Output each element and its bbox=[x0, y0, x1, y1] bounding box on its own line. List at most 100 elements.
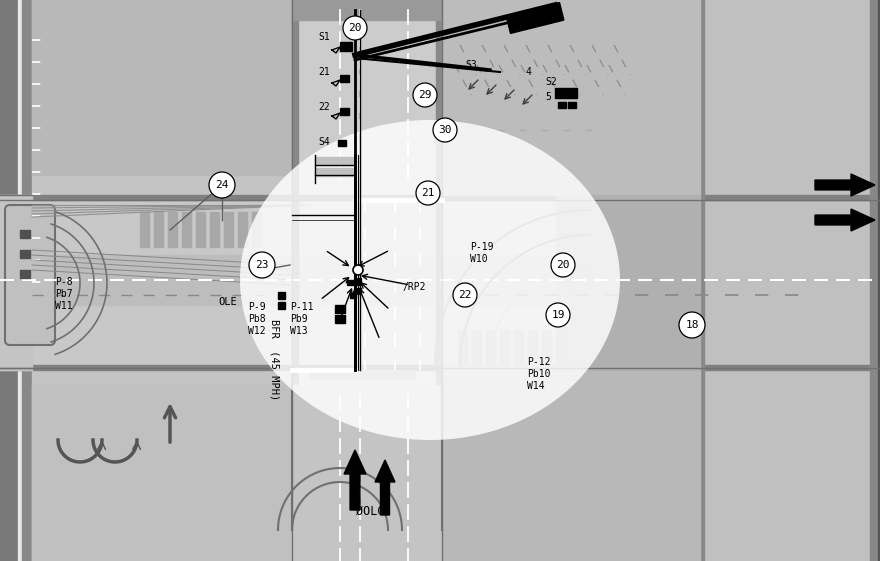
Bar bbox=[32, 385, 292, 561]
Text: Pb10: Pb10 bbox=[527, 369, 551, 379]
Text: 23: 23 bbox=[255, 260, 268, 270]
Bar bbox=[210, 212, 219, 247]
Text: S3: S3 bbox=[465, 60, 477, 70]
Polygon shape bbox=[815, 209, 875, 231]
Text: 20: 20 bbox=[556, 260, 569, 270]
Circle shape bbox=[413, 83, 437, 107]
Bar bbox=[278, 302, 285, 309]
Circle shape bbox=[551, 253, 575, 277]
Bar bbox=[140, 212, 149, 247]
Bar bbox=[350, 293, 356, 298]
Bar bbox=[315, 157, 355, 165]
Bar bbox=[556, 330, 565, 365]
Circle shape bbox=[209, 172, 235, 198]
Text: P-9: P-9 bbox=[248, 302, 266, 312]
Bar bbox=[352, 370, 387, 379]
Bar bbox=[32, 0, 292, 175]
Text: W14: W14 bbox=[527, 381, 545, 391]
Bar bbox=[354, 278, 361, 285]
Bar bbox=[0, 195, 880, 200]
Bar bbox=[870, 0, 880, 561]
Circle shape bbox=[249, 252, 275, 278]
Text: /RP2: /RP2 bbox=[403, 282, 427, 292]
Bar bbox=[514, 330, 523, 365]
Bar bbox=[354, 288, 361, 293]
Bar bbox=[366, 370, 401, 379]
Polygon shape bbox=[344, 450, 366, 510]
Bar bbox=[0, 195, 32, 370]
Bar bbox=[340, 75, 349, 82]
Bar bbox=[20, 270, 30, 278]
Bar bbox=[335, 305, 345, 313]
Bar bbox=[0, 0, 18, 561]
Bar bbox=[238, 212, 247, 247]
Bar bbox=[196, 212, 205, 247]
Circle shape bbox=[679, 312, 705, 338]
Bar bbox=[18, 0, 22, 561]
Bar bbox=[556, 195, 700, 370]
Text: P-11: P-11 bbox=[290, 302, 313, 312]
Bar bbox=[310, 370, 345, 379]
Bar bbox=[500, 330, 509, 365]
Text: 30: 30 bbox=[438, 125, 451, 135]
Text: 20: 20 bbox=[348, 23, 362, 33]
Text: Pb8: Pb8 bbox=[248, 314, 266, 324]
Bar bbox=[22, 0, 32, 561]
Text: Pb9: Pb9 bbox=[290, 314, 308, 324]
Bar bbox=[380, 370, 415, 379]
Circle shape bbox=[416, 181, 440, 205]
Bar bbox=[542, 330, 551, 365]
Bar bbox=[324, 370, 359, 379]
Bar bbox=[168, 212, 177, 247]
Polygon shape bbox=[506, 3, 564, 34]
Text: Pb7: Pb7 bbox=[55, 289, 73, 299]
Bar bbox=[555, 88, 577, 98]
Text: 19: 19 bbox=[551, 310, 565, 320]
Circle shape bbox=[546, 303, 570, 327]
Bar bbox=[292, 0, 298, 561]
Bar bbox=[252, 212, 261, 247]
Bar bbox=[292, 385, 442, 561]
Bar bbox=[20, 230, 30, 238]
Bar bbox=[0, 0, 880, 4]
Bar bbox=[700, 0, 704, 561]
Text: 29: 29 bbox=[418, 90, 432, 100]
Text: 4: 4 bbox=[525, 67, 531, 77]
Text: 22: 22 bbox=[458, 290, 472, 300]
Bar bbox=[340, 42, 352, 51]
Bar bbox=[442, 365, 700, 561]
Bar bbox=[0, 255, 880, 305]
Text: P-12: P-12 bbox=[527, 357, 551, 367]
Text: S2: S2 bbox=[545, 77, 557, 87]
Text: 24: 24 bbox=[216, 180, 229, 190]
Text: P-19: P-19 bbox=[470, 242, 494, 252]
Bar bbox=[458, 330, 467, 365]
Circle shape bbox=[433, 118, 457, 142]
Bar bbox=[292, 0, 442, 20]
Circle shape bbox=[353, 265, 363, 275]
Circle shape bbox=[343, 16, 367, 40]
Bar bbox=[700, 0, 880, 561]
Polygon shape bbox=[375, 460, 395, 515]
Text: 21: 21 bbox=[319, 67, 330, 77]
Bar bbox=[278, 292, 285, 299]
Text: W12: W12 bbox=[248, 326, 266, 336]
Bar bbox=[154, 212, 163, 247]
Bar bbox=[0, 195, 880, 370]
Bar bbox=[335, 315, 345, 323]
Bar bbox=[292, 0, 442, 561]
Bar bbox=[340, 108, 349, 115]
Text: S4: S4 bbox=[319, 137, 330, 147]
FancyBboxPatch shape bbox=[5, 205, 55, 345]
Bar bbox=[558, 102, 566, 108]
Bar bbox=[315, 168, 355, 176]
Text: W13: W13 bbox=[290, 326, 308, 336]
Text: ØOLG: ØOLG bbox=[356, 505, 385, 518]
Bar bbox=[224, 212, 233, 247]
Bar bbox=[442, 0, 700, 195]
Bar bbox=[338, 140, 346, 146]
Bar bbox=[32, 0, 292, 561]
Ellipse shape bbox=[240, 120, 620, 440]
Text: BFR  (45 MPH): BFR (45 MPH) bbox=[270, 319, 280, 401]
Text: W10: W10 bbox=[470, 254, 488, 264]
